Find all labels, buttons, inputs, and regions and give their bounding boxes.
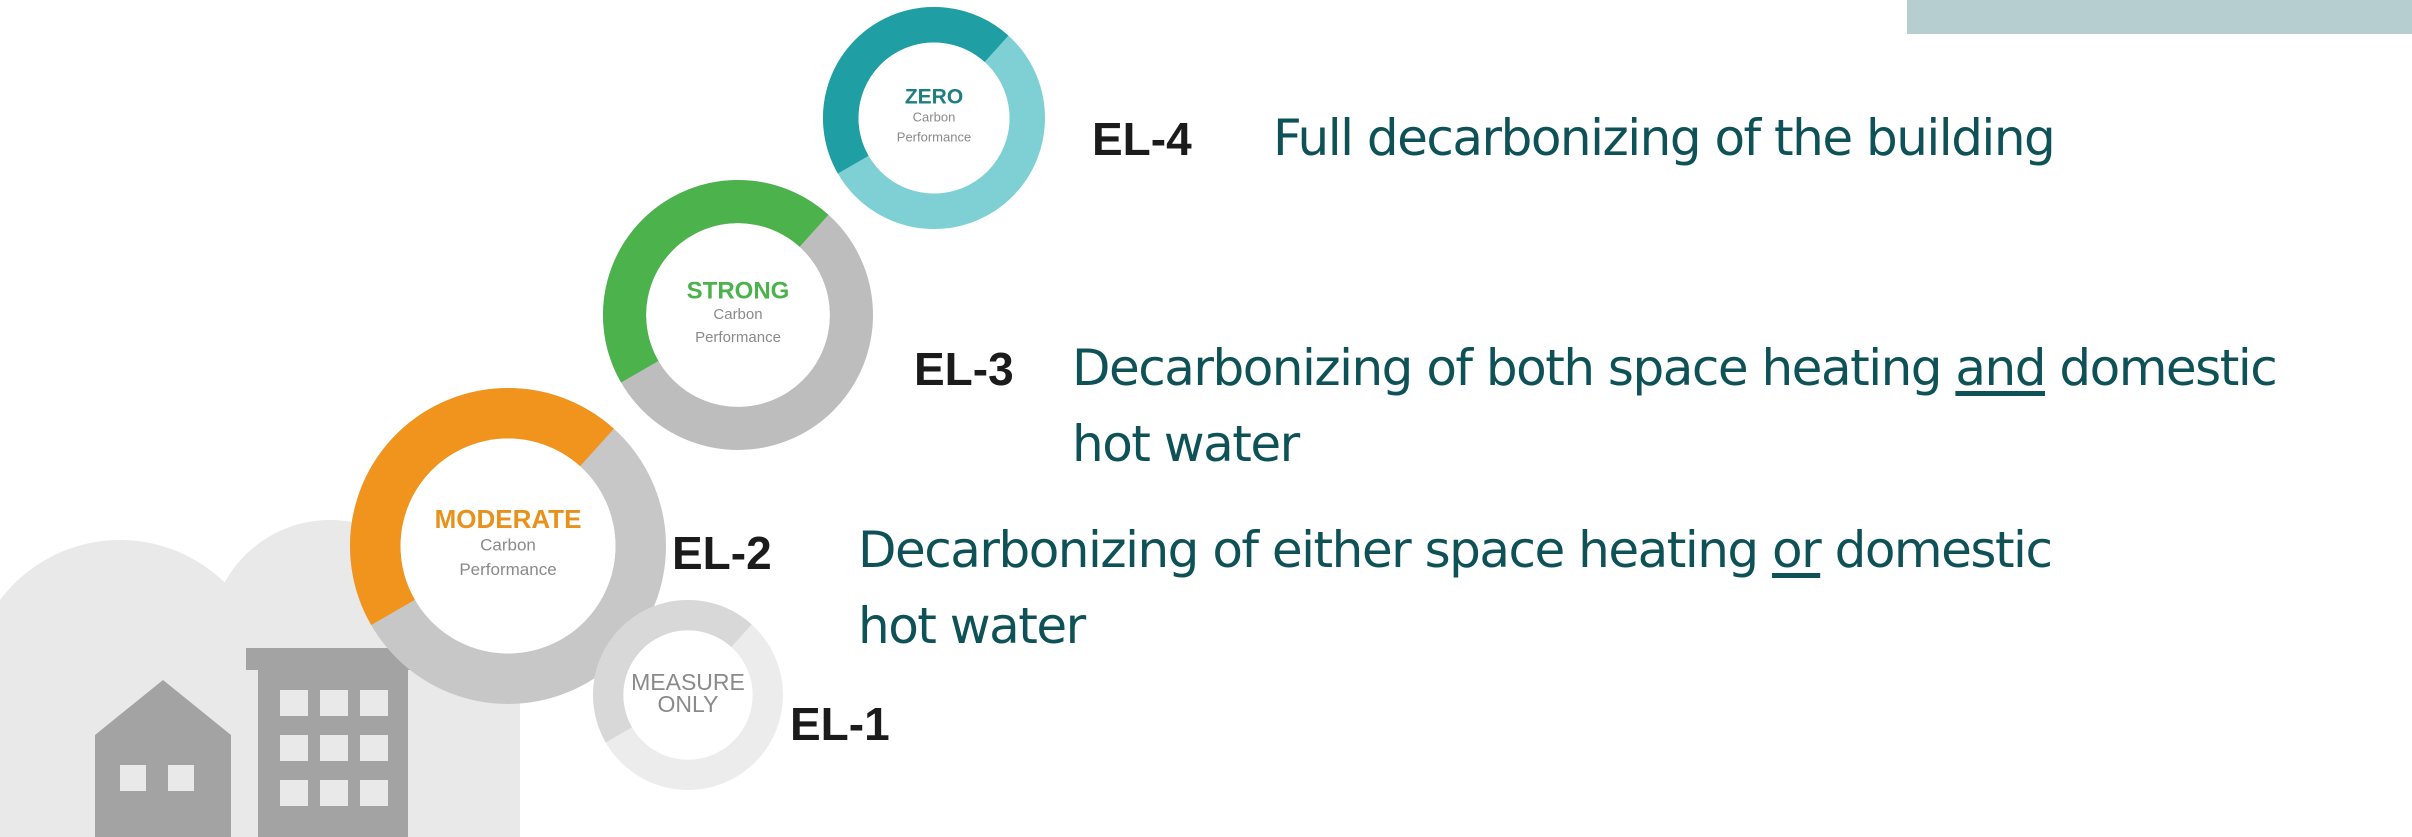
slide: ZEROCarbonPerformanceSTRONGCarbonPerform… — [0, 0, 2412, 837]
badge-title: ZERO — [905, 86, 963, 109]
level-code: EL-2 — [672, 526, 772, 580]
level-description: Decarbonizing of both space heating and … — [1072, 330, 2276, 482]
text: hot water — [858, 597, 1085, 655]
description-line: hot water — [1072, 406, 2276, 482]
description-line: Full decarbonizing of the building — [1273, 100, 2054, 176]
emphasis: and — [1955, 339, 2045, 397]
level-description: Full decarbonizing of the building — [1273, 100, 2054, 176]
badge-subtitle: Carbon — [480, 535, 536, 554]
badge-title: MODERATE — [435, 504, 582, 534]
text: Decarbonizing of either space heating — [858, 521, 1772, 579]
badge-subtitle: Carbon — [713, 306, 762, 323]
badge-subtitle: Carbon — [913, 109, 956, 124]
text: Full decarbonizing of the building — [1273, 109, 2054, 167]
level-code: EL-4 — [1092, 112, 1192, 166]
level-code: EL-1 — [790, 697, 890, 751]
badge-subtitle: Performance — [459, 560, 556, 579]
text: hot water — [1072, 415, 1299, 473]
level-description: Decarbonizing of either space heating or… — [858, 512, 2051, 664]
badge-subtitle: Performance — [897, 129, 971, 144]
text: domestic — [1820, 521, 2051, 579]
badge-subtitle: ONLY — [658, 691, 719, 717]
level-code: EL-3 — [914, 342, 1014, 396]
text: Decarbonizing of both space heating — [1072, 339, 1955, 397]
text: domestic — [2045, 339, 2276, 397]
badge-title: STRONG — [687, 278, 790, 305]
description-line: Decarbonizing of either space heating or… — [858, 512, 2051, 588]
description-line: hot water — [858, 588, 2051, 664]
emphasis: or — [1772, 521, 1820, 579]
badge-subtitle: Performance — [695, 329, 781, 346]
description-line: Decarbonizing of both space heating and … — [1072, 330, 2276, 406]
corner-band — [1907, 0, 2412, 34]
